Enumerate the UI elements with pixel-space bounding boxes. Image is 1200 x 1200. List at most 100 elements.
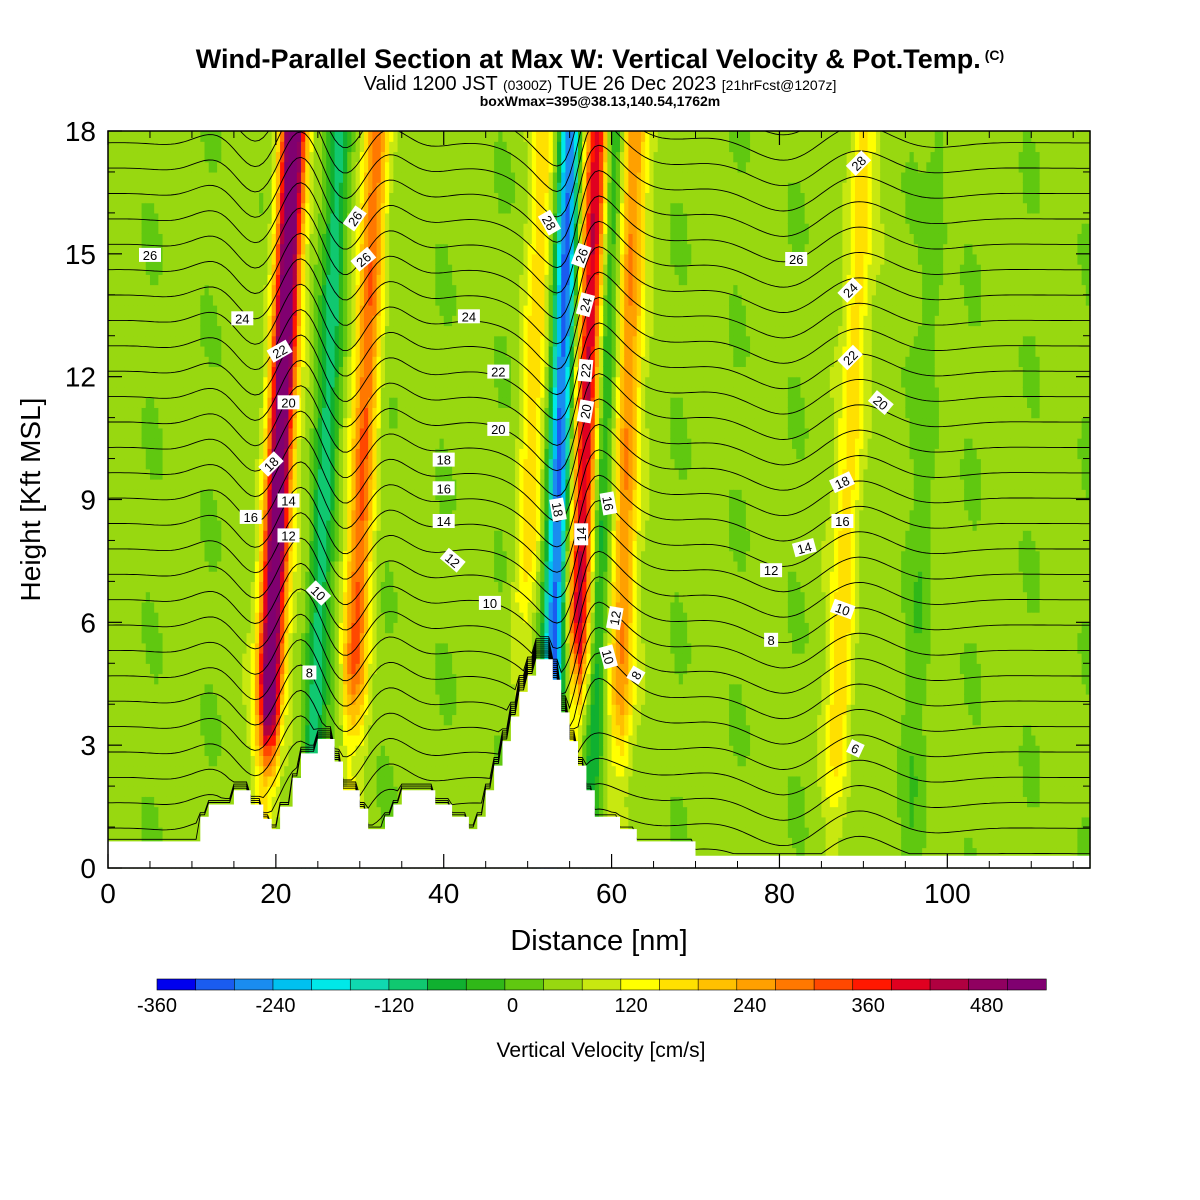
velocity-cell bbox=[200, 417, 206, 429]
velocity-cell bbox=[204, 274, 210, 286]
velocity-cell bbox=[271, 653, 277, 664]
velocity-cell bbox=[380, 356, 386, 368]
velocity-cell bbox=[284, 161, 290, 173]
velocity-cell bbox=[280, 274, 285, 286]
velocity-cell bbox=[305, 356, 311, 368]
velocity-cell bbox=[296, 479, 302, 490]
velocity-cell bbox=[376, 745, 382, 757]
velocity-cell bbox=[108, 243, 113, 255]
velocity-cell bbox=[263, 673, 269, 685]
velocity-cell bbox=[187, 796, 193, 808]
velocity-cell bbox=[200, 335, 206, 347]
velocity-cell bbox=[179, 622, 185, 634]
velocity-cell bbox=[187, 653, 193, 664]
velocity-cell bbox=[271, 182, 277, 194]
velocity-cell bbox=[368, 151, 373, 163]
velocity-cell bbox=[305, 141, 311, 153]
velocity-cell bbox=[317, 161, 323, 173]
velocity-cell bbox=[254, 161, 260, 173]
velocity-cell bbox=[301, 284, 306, 296]
velocity-cell bbox=[389, 345, 394, 357]
velocity-cell bbox=[284, 376, 290, 388]
velocity-cell bbox=[179, 642, 185, 654]
velocity-cell bbox=[242, 591, 248, 603]
velocity-cell bbox=[305, 417, 311, 429]
velocity-cell bbox=[301, 591, 306, 603]
velocity-cell bbox=[309, 601, 315, 613]
velocity-cell bbox=[158, 775, 164, 787]
velocity-cell bbox=[322, 714, 327, 726]
velocity-cell bbox=[183, 284, 189, 296]
velocity-cell bbox=[124, 274, 130, 286]
velocity-cell bbox=[376, 519, 382, 531]
velocity-cell bbox=[254, 315, 260, 327]
velocity-cell bbox=[212, 714, 218, 726]
velocity-cell bbox=[271, 693, 277, 705]
velocity-cell bbox=[141, 540, 147, 552]
velocity-cell bbox=[280, 591, 285, 603]
velocity-cell bbox=[154, 816, 159, 828]
velocity-cell bbox=[204, 663, 210, 675]
velocity-cell bbox=[191, 663, 197, 675]
velocity-cell bbox=[288, 407, 294, 419]
velocity-cell bbox=[217, 468, 222, 480]
velocity-cell bbox=[305, 683, 311, 695]
velocity-cell bbox=[238, 714, 243, 726]
velocity-cell bbox=[296, 632, 302, 644]
velocity-cell bbox=[275, 202, 281, 214]
velocity-cell bbox=[166, 601, 172, 613]
velocity-cell bbox=[120, 745, 126, 757]
velocity-cell bbox=[124, 192, 130, 204]
velocity-cell bbox=[280, 294, 285, 306]
velocity-cell bbox=[208, 182, 214, 194]
velocity-cell bbox=[154, 560, 159, 572]
velocity-cell bbox=[313, 345, 319, 357]
velocity-cell bbox=[376, 642, 382, 654]
velocity-cell bbox=[254, 724, 260, 736]
velocity-cell bbox=[326, 356, 332, 368]
velocity-cell bbox=[149, 816, 155, 828]
velocity-cell bbox=[221, 468, 227, 480]
velocity-cell bbox=[267, 540, 273, 552]
velocity-cell bbox=[200, 161, 206, 173]
velocity-cell bbox=[330, 141, 336, 153]
velocity-cell bbox=[242, 560, 248, 572]
velocity-cell bbox=[124, 540, 130, 552]
velocity-cell bbox=[179, 315, 185, 327]
velocity-cell bbox=[200, 448, 206, 460]
velocity-cell bbox=[275, 704, 281, 716]
velocity-cell bbox=[212, 305, 218, 316]
velocity-cell bbox=[380, 325, 386, 337]
velocity-cell bbox=[347, 489, 353, 501]
velocity-cell bbox=[179, 591, 185, 603]
velocity-cell bbox=[238, 223, 243, 234]
velocity-cell bbox=[170, 151, 176, 163]
velocity-cell bbox=[250, 294, 256, 306]
velocity-cell bbox=[355, 775, 361, 787]
velocity-cell bbox=[338, 356, 344, 368]
velocity-cell bbox=[389, 540, 394, 552]
velocity-cell bbox=[326, 305, 332, 316]
velocity-cell bbox=[334, 642, 340, 654]
velocity-cell bbox=[368, 284, 373, 296]
velocity-cell bbox=[301, 632, 306, 644]
velocity-cell bbox=[242, 161, 248, 173]
velocity-cell bbox=[372, 294, 378, 306]
velocity-cell bbox=[175, 519, 180, 531]
velocity-cell bbox=[200, 581, 206, 593]
velocity-cell bbox=[137, 653, 143, 664]
velocity-cell bbox=[288, 448, 294, 460]
velocity-cell bbox=[305, 612, 311, 623]
velocity-cell bbox=[271, 131, 277, 142]
velocity-cell bbox=[347, 591, 353, 603]
velocity-cell bbox=[338, 530, 344, 542]
velocity-cell bbox=[372, 366, 378, 378]
velocity-cell bbox=[275, 274, 281, 286]
velocity-cell bbox=[187, 305, 193, 316]
velocity-cell bbox=[267, 693, 273, 705]
velocity-cell bbox=[288, 202, 294, 214]
velocity-cell bbox=[145, 622, 151, 634]
velocity-cell bbox=[158, 540, 164, 552]
velocity-cell bbox=[376, 161, 382, 173]
velocity-cell bbox=[305, 734, 311, 746]
